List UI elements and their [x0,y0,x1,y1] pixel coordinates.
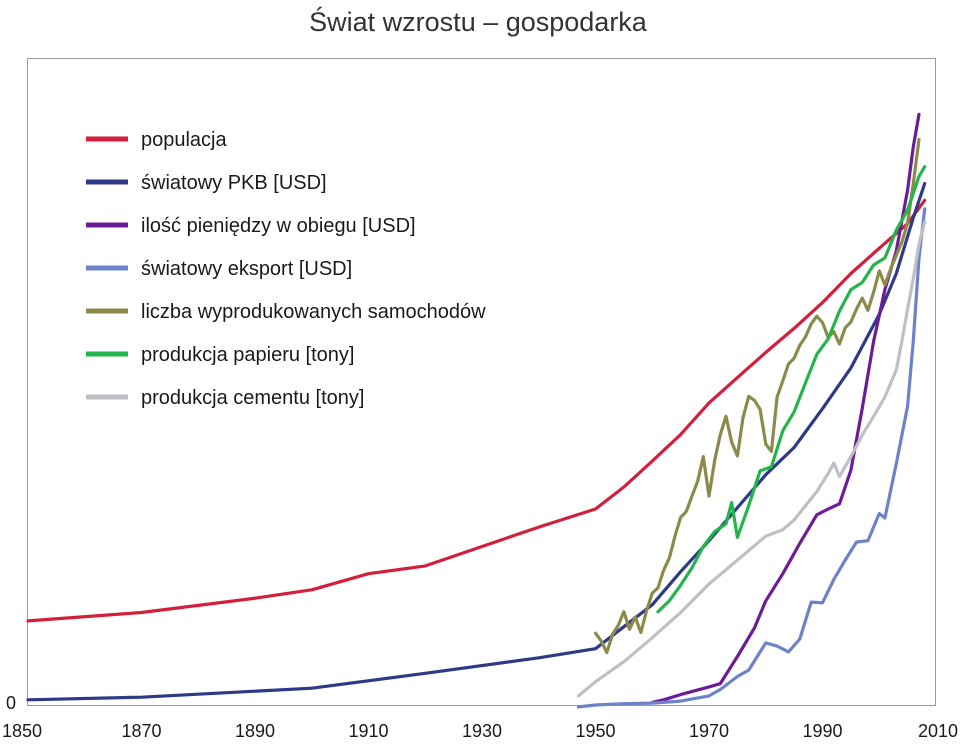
x-tick-label: 1910 [348,721,388,741]
legend-item-6: produkcja papieru [tony] [86,344,354,366]
x-tick-label: 1850 [2,721,42,741]
legend-label: liczba wyprodukowanych samochodów [141,301,486,323]
series-line-7 [576,220,927,698]
series-line-6 [656,165,927,614]
legend-label: ilość pieniędzy w obiegu [USD] [141,215,416,237]
x-tick-label: 1890 [235,721,275,741]
legend-label: produkcja papieru [tony] [141,344,354,366]
plot-frame [27,58,936,706]
chart-title: Świat wzrostu – gospodarka [309,5,648,37]
x-tick-label: 1970 [689,721,729,741]
axis-layer: 1850 1870 1890 1910 1930 1950 1970 1990 2010 0 [2,693,958,741]
y-tick-label: 0 [6,693,16,713]
legend-item-3: ilość pieniędzy w obiegu [USD] [86,215,416,237]
legend: populacja światowy PKB [USD] ilość pienięd… [86,129,486,409]
legend-label: światowy PKB [USD] [141,172,327,194]
legend-label: światowy eksport [USD] [141,258,352,280]
legend-item-2: światowy PKB [USD] [86,172,327,194]
legend-item-7: produkcja cementu [tony] [86,387,364,409]
x-tick-label: 1950 [575,721,615,741]
series-line-1 [26,198,927,623]
legend-item-4: światowy eksport [USD] [86,258,352,280]
series-line-4 [576,207,927,709]
series-line-5 [593,137,921,655]
legend-item-5: liczba wyprodukowanych samochodów [86,301,486,323]
x-tick-label: 1930 [462,721,502,741]
legend-label: produkcja cementu [tony] [141,387,364,409]
legend-item-1: populacja [86,129,228,151]
x-tick-label: 1870 [121,721,161,741]
x-tick-label: 1990 [802,721,842,741]
legend-label: populacja [141,129,228,151]
x-tick-label: 2010 [918,721,958,741]
series-layer [26,112,927,709]
